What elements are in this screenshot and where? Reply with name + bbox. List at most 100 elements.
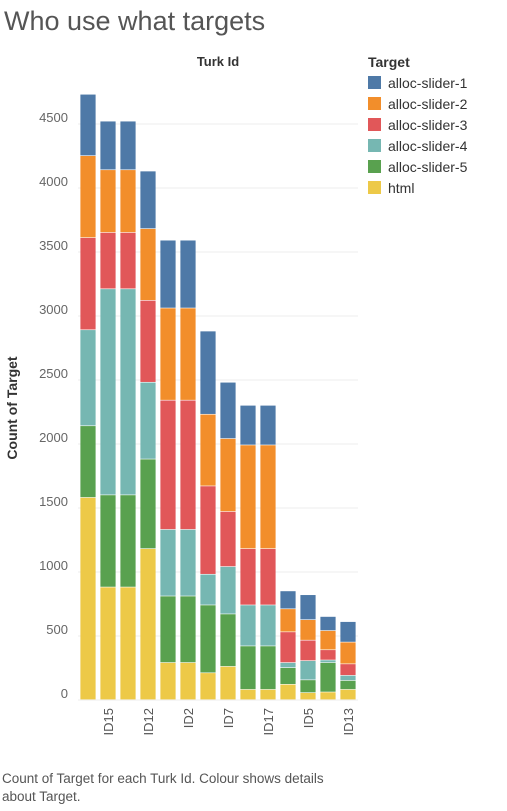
bar-segment — [200, 574, 216, 605]
legend-label: alloc-slider-3 — [388, 116, 468, 133]
x-tick-label: ID13 — [341, 708, 356, 735]
bar-segment — [80, 94, 96, 156]
bar-segment — [280, 609, 296, 632]
x-tick-label: ID5 — [301, 708, 316, 728]
bar-segment — [180, 529, 196, 596]
legend-item-alloc-slider-1[interactable]: alloc-slider-1 — [368, 72, 467, 93]
bar-segment — [160, 308, 176, 400]
column-header: Turk Id — [197, 54, 239, 69]
legend: Target alloc-slider-1 alloc-slider-2 all… — [368, 54, 467, 198]
x-tick-label: ID15 — [101, 708, 116, 735]
bar-segment — [180, 662, 196, 700]
bar-segment — [320, 662, 336, 692]
bar-segment — [100, 232, 116, 289]
y-tick-label: 4000 — [39, 174, 68, 189]
y-tick-label: 4500 — [39, 110, 68, 125]
bar-segment — [260, 548, 276, 605]
bar-segment — [300, 640, 316, 661]
legend-item-alloc-slider-4[interactable]: alloc-slider-4 — [368, 135, 467, 156]
legend-swatch — [368, 76, 381, 89]
legend-swatch — [368, 97, 381, 110]
bar-segment — [160, 529, 176, 596]
legend-title: Target — [368, 54, 410, 70]
legend-swatch — [368, 181, 381, 194]
bar-segment — [220, 382, 236, 439]
bar-segment — [240, 548, 256, 605]
bar-segment — [240, 689, 256, 700]
bar-segment — [220, 438, 236, 512]
bar-segment — [80, 330, 96, 426]
bar-segment — [160, 662, 176, 700]
legend-item-html[interactable]: html — [368, 177, 467, 198]
bar-segment — [340, 675, 356, 681]
bar-segment — [220, 666, 236, 700]
bar-segment — [280, 591, 296, 609]
bar-segment — [80, 156, 96, 238]
bar-segment — [320, 616, 336, 631]
y-tick-label: 0 — [61, 686, 68, 701]
bar-segment — [140, 382, 156, 459]
bar-segment — [340, 664, 356, 676]
bar-segment — [300, 692, 316, 700]
bar-segment — [320, 650, 336, 660]
bar-segment — [240, 445, 256, 549]
bar-segment — [140, 548, 156, 700]
bar-segment — [120, 232, 136, 289]
bar-segment — [260, 445, 276, 549]
legend-label: alloc-slider-4 — [388, 137, 468, 154]
bar-segment — [340, 689, 356, 700]
legend-item-alloc-slider-3[interactable]: alloc-slider-3 — [368, 114, 467, 135]
bar-segment — [260, 646, 276, 690]
bar-segment — [100, 495, 116, 587]
legend-swatch — [368, 118, 381, 131]
bar-segment — [280, 668, 296, 685]
y-tick-label: 3500 — [39, 238, 68, 253]
bar-segment — [320, 630, 336, 650]
bar-segment — [180, 596, 196, 663]
bar-segment — [80, 237, 96, 330]
legend-label: alloc-slider-2 — [388, 95, 468, 112]
legend-item-alloc-slider-2[interactable]: alloc-slider-2 — [368, 93, 467, 114]
legend-label: html — [388, 179, 415, 196]
stacked-bar-chart: 0 500 1000 1500 2000 2500 3000 3500 4000 4500 Coun… — [4, 54, 358, 735]
bar-segment — [200, 605, 216, 673]
bar-segment — [160, 400, 176, 530]
bar-segment — [220, 511, 236, 567]
x-tick-label: ID7 — [221, 708, 236, 728]
bar-segment — [220, 614, 236, 667]
y-tick-label: 2000 — [39, 430, 68, 445]
bar-segment — [160, 240, 176, 308]
x-tick-label: ID17 — [261, 708, 276, 735]
bar-segment — [260, 405, 276, 445]
bar-segment — [120, 289, 136, 495]
y-tick-label: 1500 — [39, 494, 68, 509]
legend-swatch — [368, 160, 381, 173]
chart-caption: Count of Target for each Turk Id. Colour… — [2, 771, 324, 804]
bar-segment — [340, 621, 356, 642]
y-tick-label: 3000 — [39, 302, 68, 317]
bar-segment — [280, 632, 296, 663]
bar-segment — [100, 121, 116, 170]
y-tick-label: 1000 — [39, 558, 68, 573]
bar-segment — [300, 595, 316, 620]
bar-segment — [140, 171, 156, 229]
bar-segment — [240, 646, 256, 690]
bar-segment — [340, 680, 356, 690]
bar-segment — [300, 620, 316, 640]
legend-label: alloc-slider-5 — [388, 158, 468, 175]
bar-segment — [240, 405, 256, 445]
bar-segment — [100, 170, 116, 233]
bar-segment — [280, 684, 296, 700]
x-tick-label: ID2 — [181, 708, 196, 728]
bar-segment — [300, 660, 316, 680]
bar-segment — [180, 308, 196, 400]
bar-segment — [200, 673, 216, 700]
bar-segment — [220, 566, 236, 614]
bar-segment — [120, 121, 136, 170]
bar-segment — [80, 426, 96, 498]
x-tick-label: ID12 — [141, 708, 156, 735]
legend-item-alloc-slider-5[interactable]: alloc-slider-5 — [368, 156, 467, 177]
bar-segment — [260, 689, 276, 700]
bar-segment — [320, 660, 336, 663]
bar-segment — [280, 662, 296, 668]
